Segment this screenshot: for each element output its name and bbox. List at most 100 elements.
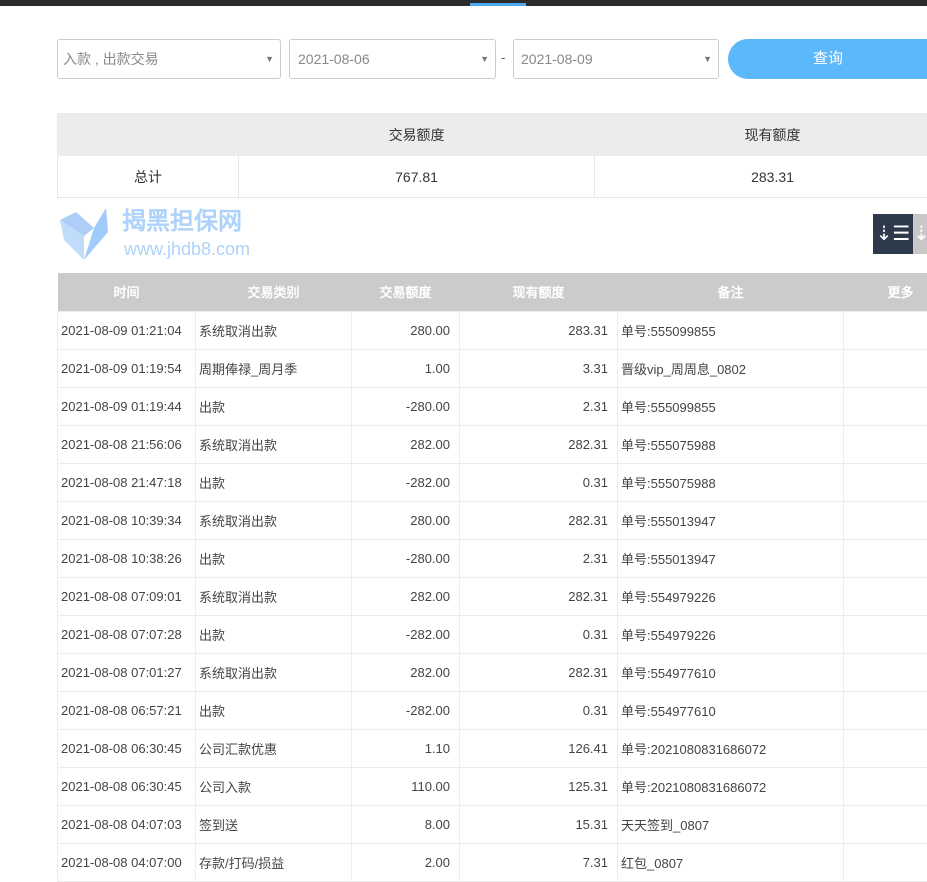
cell-note: 单号:555099855 bbox=[618, 387, 844, 425]
cell-balance: 282.31 bbox=[460, 653, 618, 691]
cell-more bbox=[844, 843, 927, 881]
cell-more bbox=[844, 311, 927, 349]
cell-type: 系统取消出款 bbox=[196, 501, 352, 539]
column-header: 现有额度 bbox=[460, 273, 618, 311]
date-separator: - bbox=[501, 50, 505, 65]
column-header: 更多 bbox=[844, 273, 927, 311]
cell-note: 单号:2021080831686072 bbox=[618, 729, 844, 767]
cell-amount: 8.00 bbox=[352, 805, 460, 843]
cell-balance: 15.31 bbox=[460, 805, 618, 843]
query-button[interactable]: 查询 bbox=[728, 39, 927, 79]
cell-type: 出款 bbox=[196, 615, 352, 653]
cell-balance: 0.31 bbox=[460, 615, 618, 653]
cell-amount: -280.00 bbox=[352, 387, 460, 425]
watermark-shield-icon bbox=[60, 208, 112, 260]
cell-type: 系统取消出款 bbox=[196, 425, 352, 463]
summary-label: 总计 bbox=[58, 156, 239, 198]
column-header: 时间 bbox=[58, 273, 196, 311]
sort-descending-icon[interactable]: ⇣☰ bbox=[873, 214, 913, 254]
cell-more bbox=[844, 577, 927, 615]
cell-more bbox=[844, 463, 927, 501]
cell-balance: 0.31 bbox=[460, 691, 618, 729]
cell-note: 单号:555099855 bbox=[618, 311, 844, 349]
cell-more bbox=[844, 349, 927, 387]
cell-balance: 126.41 bbox=[460, 729, 618, 767]
cell-note: 单号:555013947 bbox=[618, 501, 844, 539]
date-from-value: 2021-08-06 bbox=[298, 51, 370, 67]
cell-amount: -282.00 bbox=[352, 463, 460, 501]
cell-type: 存款/打码/损益 bbox=[196, 843, 352, 881]
cell-more bbox=[844, 539, 927, 577]
watermark-url: www.jhdb8.com bbox=[124, 238, 250, 260]
cell-more bbox=[844, 615, 927, 653]
cell-type: 出款 bbox=[196, 463, 352, 501]
cell-time: 2021-08-08 06:30:45 bbox=[58, 729, 196, 767]
cell-time: 2021-08-09 01:19:44 bbox=[58, 387, 196, 425]
cell-time: 2021-08-08 06:30:45 bbox=[58, 767, 196, 805]
cell-note: 单号:555075988 bbox=[618, 463, 844, 501]
cell-balance: 3.31 bbox=[460, 349, 618, 387]
cell-balance: 282.31 bbox=[460, 577, 618, 615]
cell-more bbox=[844, 501, 927, 539]
cell-amount: 282.00 bbox=[352, 653, 460, 691]
cell-time: 2021-08-08 04:07:03 bbox=[58, 805, 196, 843]
cell-amount: 1.10 bbox=[352, 729, 460, 767]
cell-more bbox=[844, 425, 927, 463]
cell-time: 2021-08-09 01:19:54 bbox=[58, 349, 196, 387]
cell-type: 系统取消出款 bbox=[196, 577, 352, 615]
cell-amount: 280.00 bbox=[352, 311, 460, 349]
cell-amount: -282.00 bbox=[352, 691, 460, 729]
dropdown-arrow-icon: ▼ bbox=[265, 40, 274, 78]
cell-time: 2021-08-08 04:07:00 bbox=[58, 843, 196, 881]
cell-type: 周期俸禄_周月季 bbox=[196, 349, 352, 387]
cell-amount: 280.00 bbox=[352, 501, 460, 539]
cell-time: 2021-08-08 21:56:06 bbox=[58, 425, 196, 463]
cell-type: 签到送 bbox=[196, 805, 352, 843]
summary-header bbox=[58, 114, 239, 156]
cell-more bbox=[844, 653, 927, 691]
cell-type: 出款 bbox=[196, 387, 352, 425]
summary-header: 交易额度 bbox=[239, 114, 595, 156]
transaction-type-select[interactable]: 入款 , 出款交易▼ bbox=[57, 39, 281, 79]
cell-type: 公司入款 bbox=[196, 767, 352, 805]
cell-note: 单号:554977610 bbox=[618, 691, 844, 729]
cell-amount: -282.00 bbox=[352, 615, 460, 653]
cell-note: 红包_0807 bbox=[618, 843, 844, 881]
cell-amount: -280.00 bbox=[352, 539, 460, 577]
cell-note: 单号:554977610 bbox=[618, 653, 844, 691]
cell-type: 公司汇款优惠 bbox=[196, 729, 352, 767]
cell-time: 2021-08-08 07:07:28 bbox=[58, 615, 196, 653]
cell-more bbox=[844, 691, 927, 729]
cell-amount: 282.00 bbox=[352, 425, 460, 463]
date-from-select[interactable]: 2021-08-06▼ bbox=[289, 39, 496, 79]
cell-balance: 125.31 bbox=[460, 767, 618, 805]
column-header: 交易类别 bbox=[196, 273, 352, 311]
column-header: 备注 bbox=[618, 273, 844, 311]
summary-header: 现有额度 bbox=[595, 114, 927, 156]
cell-balance: 2.31 bbox=[460, 539, 618, 577]
cell-more bbox=[844, 805, 927, 843]
cell-time: 2021-08-08 21:47:18 bbox=[58, 463, 196, 501]
cell-more bbox=[844, 387, 927, 425]
cell-time: 2021-08-08 07:01:27 bbox=[58, 653, 196, 691]
date-to-select[interactable]: 2021-08-09▼ bbox=[513, 39, 719, 79]
cell-type: 系统取消出款 bbox=[196, 311, 352, 349]
cell-amount: 282.00 bbox=[352, 577, 460, 615]
cell-type: 出款 bbox=[196, 539, 352, 577]
sort-ascending-icon[interactable]: ⇣ bbox=[913, 214, 927, 254]
top-nav-bar bbox=[0, 0, 927, 6]
summary-balance: 283.31 bbox=[595, 156, 927, 198]
cell-time: 2021-08-08 06:57:21 bbox=[58, 691, 196, 729]
cell-time: 2021-08-08 07:09:01 bbox=[58, 577, 196, 615]
cell-balance: 283.31 bbox=[460, 311, 618, 349]
